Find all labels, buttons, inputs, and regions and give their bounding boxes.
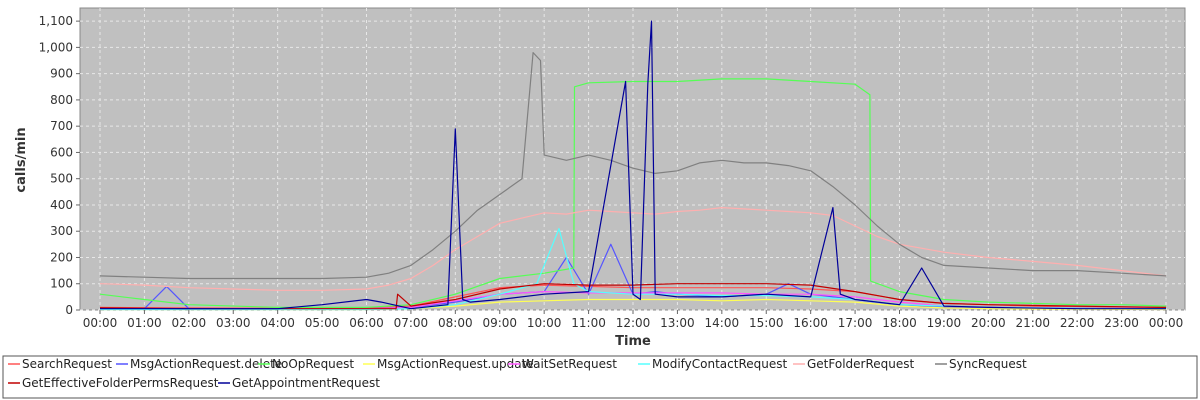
x-tick-label: 03:00 (216, 316, 251, 330)
x-tick-label: 23:00 (1104, 316, 1139, 330)
y-tick-label: 1,000 (39, 40, 73, 54)
y-axis-title: calls/min (14, 127, 29, 192)
x-tick-label: 11:00 (571, 316, 606, 330)
x-tick-label: 20:00 (971, 316, 1006, 330)
x-tick-label: 06:00 (349, 316, 384, 330)
y-tick-label: 700 (50, 119, 73, 133)
y-tick-label: 100 (50, 277, 73, 291)
x-tick-label: 15:00 (749, 316, 784, 330)
y-tick-label: 200 (50, 250, 73, 264)
x-tick-label: 18:00 (882, 316, 917, 330)
series-line-nooprequest (99, 78, 1167, 308)
x-tick-label: 13:00 (660, 316, 695, 330)
legend-label: NoOpRequest (272, 357, 354, 371)
y-tick-label: 0 (65, 303, 73, 317)
x-tick-label: 19:00 (927, 316, 962, 330)
x-tick-label: 17:00 (838, 316, 873, 330)
x-tick-label: 09:00 (482, 316, 517, 330)
y-tick-label: 900 (50, 67, 73, 81)
legend-label: MsgActionRequest.delete (130, 357, 282, 371)
x-tick-label: 14:00 (705, 316, 740, 330)
legend-label: GetAppointmentRequest (232, 376, 380, 390)
x-tick-label: 02:00 (172, 316, 207, 330)
x-tick-label: 05:00 (305, 316, 340, 330)
legend-label: MsgActionRequest.update (377, 357, 534, 371)
legend-label: WaitSetRequest (522, 357, 617, 371)
y-tick-label: 400 (50, 198, 73, 212)
x-axis-title: Time (615, 334, 651, 349)
y-tick-label: 500 (50, 172, 73, 186)
legend: SearchRequest MsgActionRequest.deleteNoOp… (2, 355, 1198, 399)
x-tick-label: 12:00 (616, 316, 651, 330)
y-tick-label: 600 (50, 145, 73, 159)
series-line-syncrequest (99, 51, 1167, 280)
y-tick-label: 300 (50, 224, 73, 238)
x-tick-label: 04:00 (260, 316, 295, 330)
legend-label: ModifyContactRequest (652, 357, 787, 371)
y-tick-label: 1,100 (39, 14, 73, 28)
legend-label: SearchRequest (22, 357, 112, 371)
series-layer (99, 20, 1167, 311)
legend-label: SyncRequest (949, 357, 1027, 371)
x-axis: 00:00 01:00 02:00 03:00 04:00 05:00 06:00 07:00… (83, 310, 1184, 330)
legend-label: GetFolderRequest (807, 357, 915, 371)
x-tick-label: 21:00 (1015, 316, 1050, 330)
x-tick-label: 07:00 (394, 316, 429, 330)
x-tick-label: 10:00 (527, 316, 562, 330)
legend-label: GetEffectiveFolderPermsRequest (22, 376, 219, 390)
x-tick-label: 00:00 (1149, 316, 1184, 330)
x-tick-label: 00:00 (83, 316, 118, 330)
x-tick-label: 01:00 (127, 316, 162, 330)
series-line-getappointmentrequest (100, 20, 1166, 310)
legend-box (2, 355, 1198, 399)
y-tick-label: 800 (50, 93, 73, 107)
x-tick-label: 22:00 (1060, 316, 1095, 330)
y-axis: 0 100 200 300 400 500 600 700 800 900 1,000 1,100 (39, 14, 80, 317)
x-tick-label: 16:00 (793, 316, 828, 330)
x-tick-label: 08:00 (438, 316, 473, 330)
